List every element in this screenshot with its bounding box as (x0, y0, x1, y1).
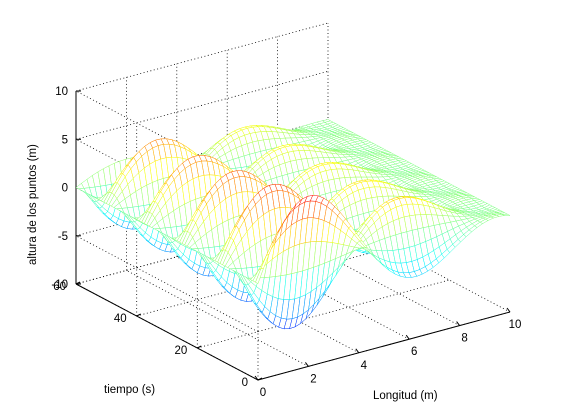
y-tick-label: 60 (53, 281, 66, 293)
z-tick-label: 0 (62, 183, 68, 195)
x-tick-label: 4 (361, 360, 368, 372)
x-tick-mark (456, 321, 461, 326)
z-tick-label: -10 (51, 279, 68, 291)
grid-line-z-back (75, 70, 329, 140)
y-tick-mark (136, 313, 141, 317)
x-tick-label: 10 (509, 319, 522, 331)
y-tick-label: 40 (114, 313, 127, 325)
z-tick-label: 5 (62, 134, 68, 146)
x-axis-line (257, 311, 511, 381)
x-tick-label: 0 (260, 387, 266, 399)
x-tick-label: 6 (411, 346, 417, 358)
z-axis-label: altura de los puntos (m) (27, 144, 39, 265)
y-tick-mark (197, 345, 202, 349)
x-tick-mark (506, 307, 511, 313)
x-tick-label: 2 (310, 373, 316, 385)
tick-labels: 0 2 4 6 8 10 0 20 40 60-10 -5 0 5 10 (51, 86, 521, 399)
y-axis-line (75, 283, 259, 381)
grid-line-z-back (75, 22, 329, 92)
grid-line-y-floor (136, 247, 389, 317)
x-tick-mark (405, 334, 410, 340)
x-tick-mark (304, 362, 309, 367)
y-tick-label: 20 (175, 345, 188, 357)
y-tick-label: 0 (242, 377, 248, 389)
grid-line-y-floor (197, 279, 450, 349)
surface-cell (501, 213, 511, 216)
surface-mesh (75, 119, 511, 330)
x-tick-mark (355, 348, 360, 354)
x-axis-label: Longitud (m) (373, 390, 438, 402)
z-tick-label: -5 (58, 231, 68, 243)
z-tick-label: 10 (55, 86, 68, 98)
y-axis-label: tiempo (s) (104, 384, 155, 396)
y-tick-mark (257, 377, 263, 381)
x-tick-mark (254, 375, 259, 381)
x-tick-label: 8 (461, 333, 467, 345)
